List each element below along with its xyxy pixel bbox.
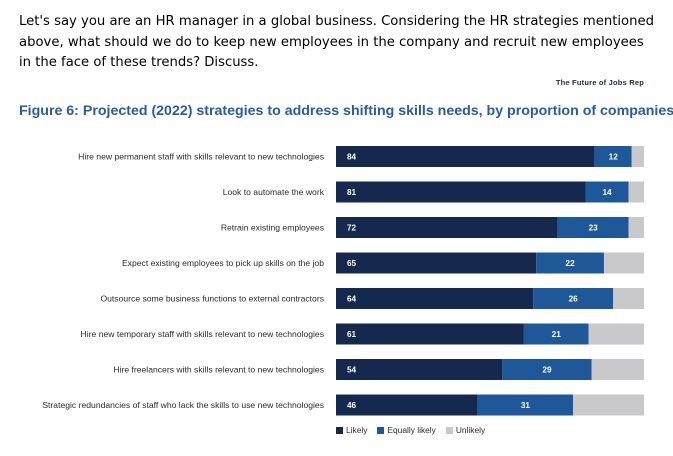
legend-swatch-unlikely	[445, 426, 453, 434]
stacked-bar-chart: Hire new permanent staff with skills rel…	[42, 146, 644, 416]
data-label-likely: 65	[347, 259, 357, 268]
category-label: Strategic redundancies of staff who lack…	[42, 400, 324, 410]
bar-segment-likely	[336, 323, 524, 345]
bar-segment-equally	[557, 217, 629, 238]
bar-segment-unlikely	[573, 394, 644, 416]
bar-segment-equally	[585, 181, 629, 203]
bar-segment-equally	[594, 146, 632, 167]
legend-item-equally-likely: Equally likely	[377, 425, 436, 435]
data-label-likely: 81	[347, 188, 357, 197]
category-label: Expect existing employees to pick up ski…	[122, 258, 324, 268]
legend-swatch-equally-likely	[377, 426, 385, 434]
bar-segment-equally	[477, 394, 574, 416]
bar-segment-equally	[533, 288, 614, 309]
bar-segment-likely	[336, 181, 586, 203]
category-label: Hire new permanent staff with skills rel…	[78, 152, 324, 162]
question-text: Let's say you are an HR manager in a glo…	[19, 14, 654, 70]
legend-item-unlikely: Unlikely	[445, 425, 486, 435]
data-label-likely: 46	[347, 401, 357, 410]
bar-segment-unlikely	[628, 181, 644, 203]
bar-segment-likely	[336, 217, 558, 238]
legend-swatch-likely	[336, 426, 343, 434]
bar-segment-unlikely	[603, 252, 644, 274]
data-label-equally: 26	[569, 295, 579, 304]
bar-segment-unlikely	[631, 146, 644, 167]
data-label-equally: 14	[602, 188, 612, 197]
data-label-likely: 54	[347, 366, 357, 375]
bar-segment-unlikely	[591, 359, 644, 380]
category-label: Hire new temporary staff with skills rel…	[81, 329, 324, 339]
legend-label-unlikely: Unlikely	[455, 425, 486, 435]
bar-segment-likely	[336, 394, 478, 416]
category-label: Hire freelancers with skills relevant to…	[113, 365, 324, 375]
legend-item-likely: Likely	[336, 425, 367, 435]
bar-segment-equally	[523, 323, 589, 345]
bar-segment-likely	[336, 359, 503, 380]
bar-segment-equally	[502, 359, 592, 380]
bar-segment-equally	[536, 252, 604, 274]
bar-segment-unlikely	[628, 217, 644, 238]
bar-segment-likely	[336, 252, 537, 274]
data-label-equally: 12	[609, 153, 619, 162]
data-label-likely: 61	[347, 330, 357, 339]
data-label-equally: 29	[542, 366, 552, 375]
report-name: The Future of Jobs Rep	[555, 78, 644, 87]
data-label-equally: 23	[589, 224, 599, 233]
bar-segment-unlikely	[588, 323, 644, 345]
data-label-equally: 21	[552, 330, 562, 339]
data-label-likely: 72	[347, 224, 357, 233]
data-label-equally: 22	[566, 259, 576, 268]
figure-title: Figure 6: Projected (2022) strategies to…	[19, 103, 673, 119]
category-label: Look to automate the work	[223, 187, 325, 197]
data-label-equally: 31	[521, 401, 531, 410]
data-label-likely: 64	[347, 295, 357, 304]
legend-label-equally-likely: Equally likely	[387, 425, 436, 435]
legend: Likely Equally likely Unlikely	[336, 425, 485, 435]
category-label: Retrain existing employees	[221, 223, 324, 233]
legend-label-likely: Likely	[346, 425, 368, 435]
bar-segment-likely	[336, 146, 595, 167]
category-label: Outsource some business functions to ext…	[100, 294, 324, 304]
data-label-likely: 84	[347, 153, 357, 162]
bar-segment-unlikely	[613, 288, 644, 309]
bar-segment-likely	[336, 288, 534, 309]
